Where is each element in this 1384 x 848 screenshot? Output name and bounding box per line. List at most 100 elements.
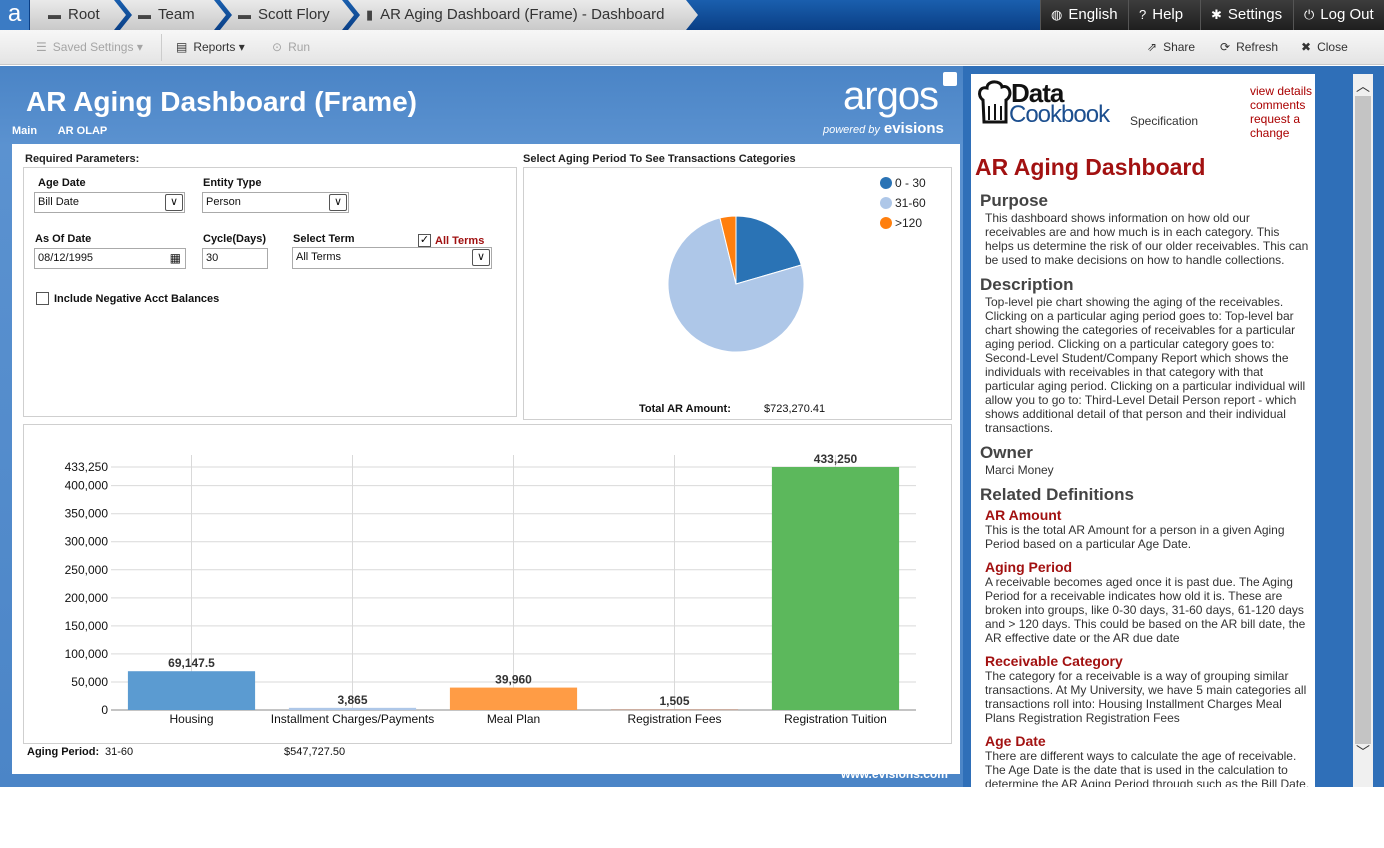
definition-term[interactable]: Aging Period — [985, 559, 1073, 575]
footer-site-link[interactable]: www.evisions.com — [841, 767, 948, 781]
language-button[interactable]: ◍ English — [1040, 0, 1128, 30]
settings-button[interactable]: ✱ Settings — [1200, 0, 1293, 30]
breadcrumb-dashboard[interactable]: ▮ AR Aging Dashboard (Frame) - Dashboard — [348, 0, 698, 30]
breadcrumb-scott-flory[interactable]: ▬ Scott Flory — [220, 0, 354, 30]
definition-term[interactable]: AR Amount — [985, 507, 1062, 523]
definition-term[interactable]: Age Date — [985, 733, 1046, 749]
bar-value-label: 3,865 — [337, 693, 367, 707]
request-change-link[interactable]: request a change — [1250, 112, 1301, 140]
bar[interactable] — [288, 707, 417, 710]
bar-value-label: 1,505 — [659, 694, 689, 708]
legend-label[interactable]: 31-60 — [895, 196, 926, 210]
list-icon: ☰ — [36, 40, 47, 54]
pie-slice[interactable] — [735, 215, 802, 285]
cookbook-scrollbar[interactable]: ︿ ﹀ — [1353, 74, 1373, 787]
gear-icon: ✱ — [1211, 7, 1222, 22]
run-button[interactable]: ⊙ Run — [272, 40, 311, 54]
definition-text: The category for a receivable is a way o… — [985, 669, 1307, 725]
cookbook-title: AR Aging Dashboard — [975, 154, 1206, 180]
footer-link-feedback[interactable]: Feedback — [242, 833, 303, 848]
document-icon: ▤ — [176, 40, 188, 54]
share-icon: ⇗ — [1147, 40, 1158, 54]
negative-balances-label: Include Negative Acct Balances — [54, 293, 220, 305]
help-button[interactable]: ? Help — [1128, 0, 1200, 30]
argos-logo: argos — [843, 74, 939, 118]
owner-text: Marci Money — [985, 463, 1054, 477]
scroll-up-icon[interactable]: ︿ — [1356, 78, 1370, 94]
bar[interactable] — [127, 671, 256, 710]
y-tick-label: 400,000 — [65, 479, 109, 493]
chevron-down-icon[interactable]: ∨ — [329, 194, 347, 211]
chevron-down-icon[interactable]: ∨ — [472, 249, 490, 266]
as-of-date-label: As Of Date — [35, 233, 92, 245]
footer-link-support[interactable]: Support — [168, 833, 218, 848]
select-term-label: Select Term — [293, 233, 355, 245]
cookbook-logo-cookbook: Cookbook — [1009, 101, 1110, 128]
pie-slice[interactable] — [667, 217, 805, 353]
footer-links: Products Training Support Feedback — [12, 833, 324, 848]
owner-heading: Owner — [980, 443, 1033, 462]
select-term-select[interactable]: All Terms ∨ — [292, 247, 492, 269]
definition-text: This is the total AR Amount for a person… — [985, 523, 1285, 551]
bar[interactable] — [449, 687, 578, 710]
entity-type-select[interactable]: Person ∨ — [202, 192, 349, 213]
argos-logo-mark — [943, 72, 957, 86]
bar[interactable] — [610, 709, 739, 711]
bar-value-label: 433,250 — [814, 452, 858, 466]
calendar-icon[interactable]: ▦ — [169, 251, 181, 265]
scrollbar-thumb[interactable] — [1355, 96, 1371, 744]
legend-label[interactable]: >120 — [895, 216, 922, 230]
breadcrumb-root[interactable]: ▬ Root — [30, 0, 126, 30]
pie-slice[interactable] — [719, 215, 737, 285]
power-icon: ⏻ — [1304, 7, 1315, 22]
comments-link[interactable]: comments — [1250, 98, 1306, 112]
cookbook-logo-data: Data — [1011, 78, 1064, 108]
chevron-down-icon[interactable]: ∨ — [165, 194, 183, 211]
specification-label: Specification — [1130, 114, 1199, 128]
cycle-days-label: Cycle(Days) — [203, 233, 266, 245]
cycle-days-input[interactable]: 30 — [202, 248, 268, 269]
all-terms-label: All Terms — [435, 235, 485, 247]
cookbook-content: Data Cookbook Specification view details… — [971, 74, 1315, 787]
y-tick-label: 0 — [101, 703, 108, 717]
close-icon: ✖ — [1301, 40, 1312, 54]
legend-swatch — [880, 197, 892, 209]
powered-by: powered by evisions — [823, 120, 944, 137]
bar-value-label: 69,147.5 — [168, 656, 215, 670]
bar[interactable] — [771, 467, 900, 710]
share-button[interactable]: ⇗ Share — [1147, 40, 1196, 54]
y-tick-label: 300,000 — [65, 535, 109, 549]
age-date-label: Age Date — [38, 177, 86, 189]
as-of-date-input[interactable]: 08/12/1995 ▦ — [34, 248, 186, 269]
purpose-heading: Purpose — [980, 191, 1049, 210]
reports-button[interactable]: ▤ Reports ▾ — [176, 40, 245, 54]
globe-icon: ◍ — [1051, 7, 1063, 22]
logout-button[interactable]: ⏻ Log Out — [1293, 0, 1384, 30]
all-terms-checkbox[interactable]: ✓ — [418, 234, 431, 247]
tab-ar-olap[interactable]: AR OLAP — [57, 125, 108, 137]
age-date-select[interactable]: Bill Date ∨ — [34, 192, 185, 213]
close-button[interactable]: ✖ Close — [1301, 40, 1348, 54]
saved-settings-button[interactable]: ☰ Saved Settings ▾ — [36, 40, 143, 54]
x-category-label: Installment Charges/Payments — [271, 712, 434, 726]
scroll-down-icon[interactable]: ﹀ — [1356, 744, 1370, 760]
negative-balances-checkbox[interactable] — [36, 292, 49, 305]
y-tick-label: 150,000 — [65, 619, 109, 633]
refresh-button[interactable]: ⟳ Refresh — [1220, 40, 1279, 54]
y-tick-label: 100,000 — [65, 647, 109, 661]
pie-section-title: Select Aging Period To See Transactions … — [523, 153, 796, 165]
tab-main[interactable]: Main — [12, 125, 38, 137]
breadcrumb-team[interactable]: ▬ Team — [120, 0, 226, 30]
app-logo[interactable]: a — [0, 0, 30, 30]
legend-label[interactable]: 0 - 30 — [895, 176, 926, 190]
definition-term[interactable]: Receivable Category — [985, 653, 1123, 669]
y-tick-label: 350,000 — [65, 507, 109, 521]
cookbook-body: AR Aging Dashboard Purpose This dashboar… — [975, 154, 1311, 787]
footer-link-training[interactable]: Training — [92, 833, 144, 848]
x-category-label: Meal Plan — [487, 712, 540, 726]
view-details-link[interactable]: view details — [1250, 84, 1313, 98]
toolbar-divider — [161, 34, 162, 61]
chef-hat-icon — [978, 80, 1012, 124]
document-icon: ▮ — [366, 7, 374, 22]
footer-link-products[interactable]: Products — [12, 833, 69, 848]
